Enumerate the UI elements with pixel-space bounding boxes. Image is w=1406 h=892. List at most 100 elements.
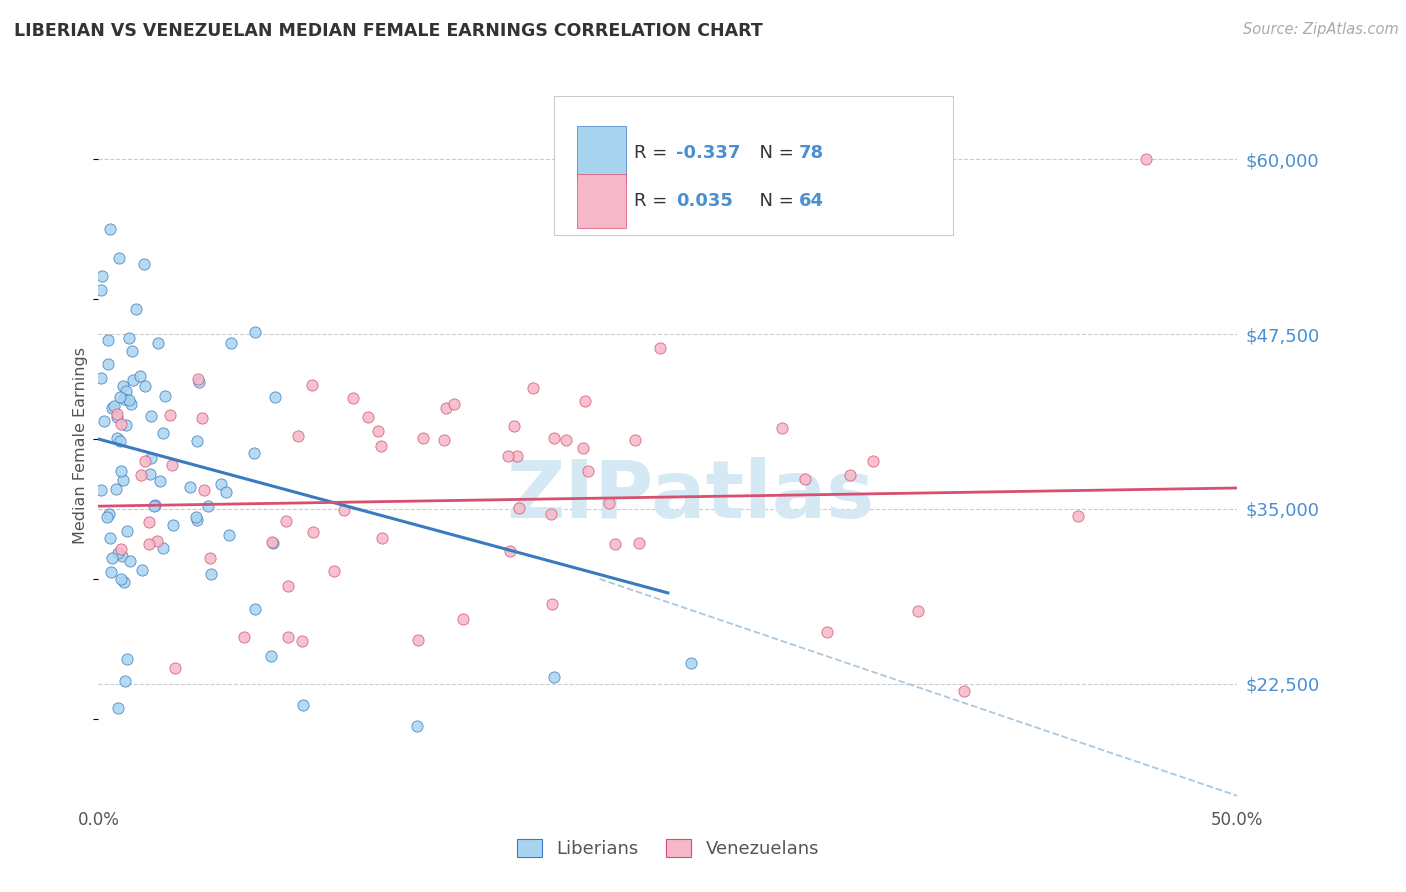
- Point: [105, 410, 128, 425]
- Point: [370, 439, 392, 453]
- Point: [115, 384, 138, 399]
- Point: [541, 597, 564, 611]
- Point: [112, 392, 135, 406]
- Point: [139, 409, 162, 424]
- Point: [110, 542, 132, 557]
- Point: [323, 565, 346, 579]
- Point: [443, 397, 465, 411]
- Point: [101, 401, 124, 416]
- Point: [97, 333, 120, 347]
- Point: [115, 652, 138, 666]
- Point: [145, 534, 167, 549]
- Point: [112, 473, 135, 487]
- FancyBboxPatch shape: [576, 174, 626, 228]
- Point: [149, 474, 172, 488]
- Text: -0.337: -0.337: [676, 145, 740, 162]
- Text: 64: 64: [799, 192, 824, 210]
- Point: [112, 575, 135, 590]
- Text: ZIPatlas: ZIPatlas: [506, 457, 875, 535]
- Point: [522, 381, 544, 395]
- Point: [197, 499, 219, 513]
- Point: [105, 431, 128, 445]
- Point: [111, 549, 134, 563]
- FancyBboxPatch shape: [554, 96, 953, 235]
- Point: [105, 483, 128, 497]
- Point: [153, 389, 176, 403]
- Point: [98, 531, 121, 545]
- Point: [100, 551, 122, 566]
- Point: [277, 630, 299, 644]
- Point: [406, 719, 429, 733]
- Point: [357, 409, 380, 424]
- Point: [598, 496, 620, 510]
- Point: [114, 418, 136, 433]
- Point: [132, 257, 155, 271]
- Point: [110, 390, 132, 404]
- Point: [367, 425, 389, 439]
- Point: [110, 434, 132, 449]
- Point: [188, 376, 211, 390]
- Point: [815, 624, 838, 639]
- Point: [110, 464, 132, 478]
- Point: [503, 419, 526, 434]
- Text: 0.035: 0.035: [676, 192, 733, 210]
- Point: [138, 537, 160, 551]
- Point: [97, 357, 120, 371]
- Point: [186, 434, 208, 449]
- Point: [121, 344, 143, 359]
- Point: [122, 374, 145, 388]
- Point: [406, 632, 429, 647]
- Point: [209, 477, 232, 491]
- Point: [152, 541, 174, 556]
- Point: [371, 531, 394, 545]
- FancyBboxPatch shape: [576, 126, 626, 181]
- Point: [291, 633, 314, 648]
- Point: [90, 371, 112, 385]
- Point: [499, 543, 522, 558]
- Point: [451, 612, 474, 626]
- Point: [1135, 152, 1157, 166]
- Point: [159, 408, 181, 422]
- Point: [650, 341, 672, 355]
- Point: [574, 393, 596, 408]
- Point: [115, 524, 138, 538]
- Point: [138, 515, 160, 529]
- Point: [148, 335, 170, 350]
- Point: [186, 513, 208, 527]
- Point: [96, 510, 118, 524]
- Point: [434, 401, 457, 415]
- Text: R =: R =: [634, 192, 672, 210]
- Point: [624, 433, 647, 447]
- Point: [143, 498, 166, 512]
- Point: [496, 449, 519, 463]
- Point: [555, 433, 578, 447]
- Point: [412, 431, 434, 445]
- Text: N =: N =: [748, 192, 799, 210]
- Point: [953, 684, 976, 698]
- Point: [108, 251, 131, 265]
- Point: [134, 378, 156, 392]
- Point: [90, 483, 112, 497]
- Point: [1067, 508, 1090, 523]
- Point: [219, 335, 242, 350]
- Point: [603, 537, 626, 551]
- Point: [163, 661, 186, 675]
- Point: [232, 630, 254, 644]
- Point: [433, 433, 456, 447]
- Point: [98, 508, 121, 522]
- Point: [90, 283, 112, 297]
- Point: [576, 464, 599, 478]
- Point: [110, 572, 132, 586]
- Point: [184, 509, 207, 524]
- Text: Source: ZipAtlas.com: Source: ZipAtlas.com: [1243, 22, 1399, 37]
- Point: [139, 450, 162, 465]
- Point: [287, 429, 309, 443]
- Point: [679, 656, 702, 670]
- Point: [129, 468, 152, 483]
- Point: [187, 372, 209, 386]
- Point: [93, 414, 115, 428]
- Point: [628, 535, 651, 549]
- Point: [243, 602, 266, 616]
- Text: N =: N =: [748, 145, 799, 162]
- Point: [793, 472, 815, 486]
